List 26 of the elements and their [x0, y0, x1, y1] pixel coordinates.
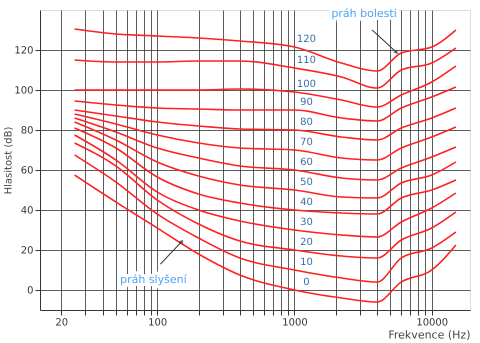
y-axis-title: Hlasitost (dB) — [3, 126, 14, 194]
series-label: 120 — [296, 34, 316, 45]
x-tick-label: 1000 — [282, 318, 308, 328]
series-label: 60 — [300, 157, 313, 168]
series-label: 10 — [300, 257, 313, 268]
series-label: 90 — [300, 97, 313, 108]
series-label: 30 — [300, 217, 313, 228]
y-tick-label: 0 — [27, 286, 34, 296]
series-label: 20 — [300, 237, 313, 248]
series-label: 110 — [296, 55, 316, 66]
y-tick-label: 60 — [20, 166, 34, 176]
y-tick-label: 120 — [14, 46, 34, 56]
y-tick-label: 40 — [20, 206, 34, 216]
x-tick-label: 20 — [55, 318, 68, 328]
series-label: 80 — [300, 117, 313, 128]
series-label: 100 — [296, 79, 316, 90]
series-label: 50 — [300, 177, 313, 188]
series-label: 70 — [300, 137, 313, 148]
x-tick-label: 100 — [148, 318, 168, 328]
series-label: 0 — [303, 277, 310, 288]
x-tick-label: 10000 — [416, 318, 448, 328]
series-label: 40 — [300, 197, 313, 208]
y-tick-label: 20 — [20, 246, 34, 256]
x-axis-title: Frekvence (Hz) — [388, 328, 470, 342]
y-tick-label: 100 — [14, 86, 34, 96]
y-tick-label: 80 — [20, 126, 34, 136]
